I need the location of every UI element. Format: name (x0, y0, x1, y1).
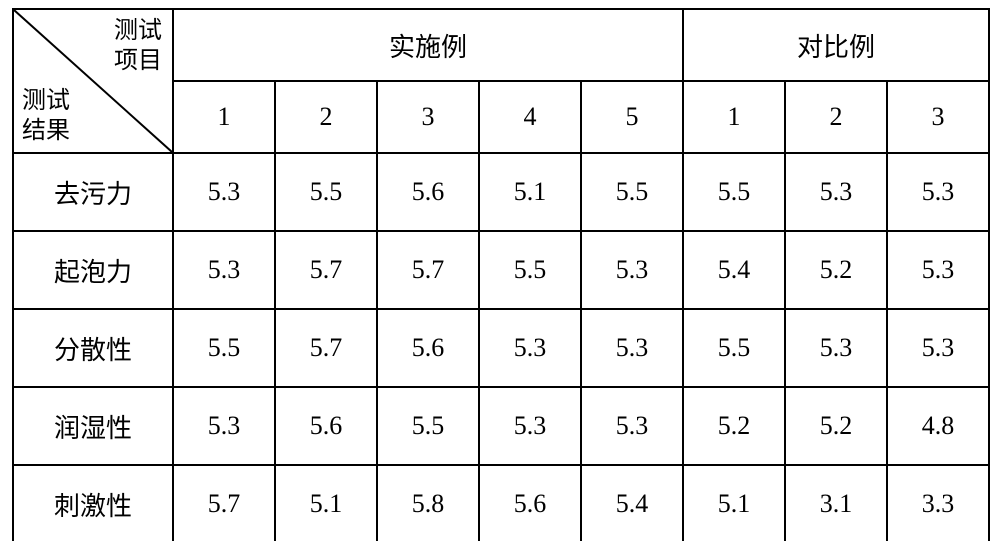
diag-bottom-label: 测试 结果 (22, 86, 70, 146)
row-label: 去污力 (13, 153, 173, 231)
col-header: 3 (887, 81, 989, 153)
cell: 5.3 (785, 153, 887, 231)
cell: 5.3 (173, 387, 275, 465)
cell: 5.4 (683, 231, 785, 309)
diag-top-line1: 测试 (114, 18, 162, 44)
col-header: 5 (581, 81, 683, 153)
row-label: 润湿性 (13, 387, 173, 465)
cell: 5.5 (173, 309, 275, 387)
cell: 5.5 (581, 153, 683, 231)
cell: 5.2 (683, 387, 785, 465)
cell: 5.7 (275, 309, 377, 387)
col-header: 1 (173, 81, 275, 153)
cell: 5.8 (377, 465, 479, 541)
row-label: 分散性 (13, 309, 173, 387)
cell: 5.3 (785, 309, 887, 387)
cell: 5.5 (377, 387, 479, 465)
table-container: 测试 项目 测试 结果 实施例 对比例 1 2 3 4 5 1 2 3 去污力 … (0, 0, 1000, 541)
row-label: 起泡力 (13, 231, 173, 309)
cell: 5.1 (479, 153, 581, 231)
cell: 5.7 (275, 231, 377, 309)
table-row: 刺激性 5.7 5.1 5.8 5.6 5.4 5.1 3.1 3.3 (13, 465, 989, 541)
col-header: 4 (479, 81, 581, 153)
cell: 5.3 (479, 387, 581, 465)
group2-header: 对比例 (683, 9, 989, 81)
cell: 5.1 (683, 465, 785, 541)
cell: 5.3 (479, 309, 581, 387)
cell: 5.3 (887, 309, 989, 387)
header-row-groups: 测试 项目 测试 结果 实施例 对比例 (13, 9, 989, 81)
cell: 5.5 (683, 153, 785, 231)
cell: 5.6 (275, 387, 377, 465)
cell: 5.5 (275, 153, 377, 231)
cell: 5.6 (479, 465, 581, 541)
col-header: 1 (683, 81, 785, 153)
cell: 5.5 (683, 309, 785, 387)
cell: 5.6 (377, 153, 479, 231)
cell: 5.4 (581, 465, 683, 541)
cell: 5.2 (785, 387, 887, 465)
table-row: 去污力 5.3 5.5 5.6 5.1 5.5 5.5 5.3 5.3 (13, 153, 989, 231)
col-header: 2 (275, 81, 377, 153)
cell: 5.7 (377, 231, 479, 309)
cell: 5.2 (785, 231, 887, 309)
group1-header: 实施例 (173, 9, 683, 81)
cell: 3.3 (887, 465, 989, 541)
row-label: 刺激性 (13, 465, 173, 541)
diag-top-label: 测试 项目 (114, 16, 162, 76)
diag-bot-line2: 结果 (22, 118, 70, 144)
table-row: 分散性 5.5 5.7 5.6 5.3 5.3 5.5 5.3 5.3 (13, 309, 989, 387)
cell: 5.1 (275, 465, 377, 541)
table-row: 起泡力 5.3 5.7 5.7 5.5 5.3 5.4 5.2 5.3 (13, 231, 989, 309)
cell: 5.7 (173, 465, 275, 541)
cell: 5.3 (581, 387, 683, 465)
cell: 5.3 (581, 231, 683, 309)
cell: 3.1 (785, 465, 887, 541)
diag-bot-line1: 测试 (22, 88, 70, 114)
col-header: 3 (377, 81, 479, 153)
table-row: 润湿性 5.3 5.6 5.5 5.3 5.3 5.2 5.2 4.8 (13, 387, 989, 465)
cell: 5.3 (887, 231, 989, 309)
diagonal-header-cell: 测试 项目 测试 结果 (13, 9, 173, 153)
col-header: 2 (785, 81, 887, 153)
cell: 4.8 (887, 387, 989, 465)
cell: 5.3 (887, 153, 989, 231)
cell: 5.3 (581, 309, 683, 387)
cell: 5.5 (479, 231, 581, 309)
cell: 5.3 (173, 153, 275, 231)
cell: 5.6 (377, 309, 479, 387)
diag-top-line2: 项目 (114, 48, 162, 74)
cell: 5.3 (173, 231, 275, 309)
results-table: 测试 项目 测试 结果 实施例 对比例 1 2 3 4 5 1 2 3 去污力 … (12, 8, 990, 541)
